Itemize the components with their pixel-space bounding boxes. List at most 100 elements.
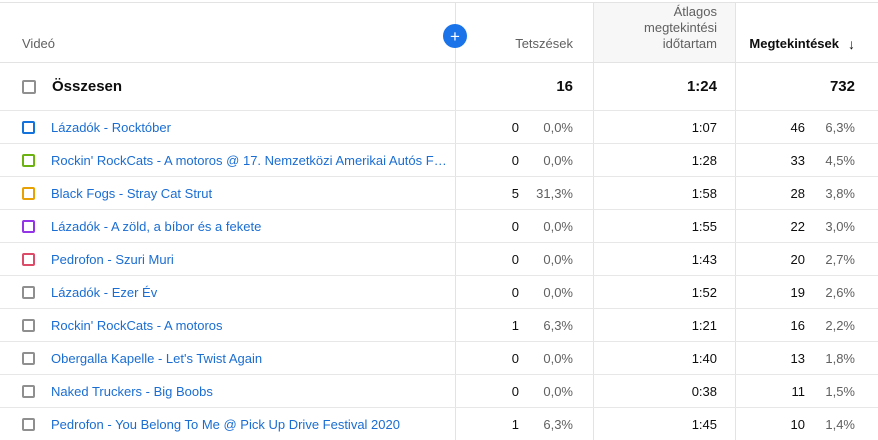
avg-duration-value: 1:58: [691, 185, 717, 201]
add-metric-button[interactable]: +: [443, 24, 467, 48]
avg-duration-cell: 1:40: [593, 342, 735, 374]
views-value: 19: [790, 284, 805, 300]
table-row: Rockin' RockCats - A motoros @ 17. Nemze…: [0, 144, 878, 177]
summary-label: Összesen: [52, 78, 123, 95]
row-checkbox[interactable]: [22, 318, 35, 332]
row-checkbox[interactable]: [22, 252, 35, 266]
video-title-link[interactable]: Naked Truckers - Big Boobs: [51, 383, 213, 399]
likes-value: 0: [511, 152, 519, 168]
row-checkbox[interactable]: [22, 351, 35, 365]
video-cell: Black Fogs - Stray Cat Strut: [0, 177, 455, 209]
video-column-header[interactable]: Videó: [22, 36, 56, 51]
likes-value: 0: [511, 284, 519, 300]
likes-cell: 0 0,0%: [455, 276, 593, 308]
views-value: 22: [790, 218, 805, 234]
likes-percent: 6,3%: [543, 317, 573, 333]
views-cell: 46 6,3%: [735, 111, 878, 143]
views-percent: 3,0%: [825, 218, 855, 234]
likes-cell: 0 0,0%: [455, 210, 593, 242]
table-row: Rockin' RockCats - A motoros 1 6,3% 1:21…: [0, 309, 878, 342]
views-cell: 33 4,5%: [735, 144, 878, 176]
video-column-header-cell: Videó: [0, 3, 455, 62]
likes-percent: 0,0%: [543, 383, 573, 399]
avg-duration-value: 1:55: [691, 218, 717, 234]
avg-duration-column-header[interactable]: Átlagos megtekintési időtartam: [644, 4, 717, 51]
likes-cell: 1 6,3%: [455, 408, 593, 440]
table-body: Lázadók - Rocktóber 0 0,0% 1:07 46 6,3% …: [0, 111, 878, 440]
views-cell: 22 3,0%: [735, 210, 878, 242]
likes-percent: 0,0%: [543, 251, 573, 267]
sort-descending-icon[interactable]: ↓: [848, 36, 855, 52]
select-all-checkbox[interactable]: [22, 79, 36, 94]
views-value: 16: [790, 317, 805, 333]
views-cell: 11 1,5%: [735, 375, 878, 407]
table-row: Obergalla Kapelle - Let's Twist Again 0 …: [0, 342, 878, 375]
video-cell: Pedrofon - You Belong To Me @ Pick Up Dr…: [0, 408, 455, 440]
views-percent: 1,5%: [825, 383, 855, 399]
avg-duration-cell: 1:28: [593, 144, 735, 176]
views-value: 20: [790, 251, 805, 267]
likes-value: 0: [511, 218, 519, 234]
views-cell: 16 2,2%: [735, 309, 878, 341]
table-row: Pedrofon - You Belong To Me @ Pick Up Dr…: [0, 408, 878, 440]
likes-column-header-cell: Tetszések: [455, 3, 593, 62]
views-column-header[interactable]: Megtekintések: [749, 36, 839, 51]
likes-percent: 0,0%: [543, 152, 573, 168]
avg-duration-value: 1:40: [691, 350, 717, 366]
views-value: 11: [791, 383, 806, 399]
row-checkbox[interactable]: [22, 219, 35, 233]
avg-duration-column-header-cell: Átlagos megtekintési időtartam: [593, 3, 735, 62]
avg-duration-cell: 1:21: [593, 309, 735, 341]
views-value: 33: [790, 152, 805, 168]
views-percent: 2,6%: [825, 284, 855, 300]
row-checkbox[interactable]: [22, 417, 35, 431]
table-row: Black Fogs - Stray Cat Strut 5 31,3% 1:5…: [0, 177, 878, 210]
avg-duration-cell: 0:38: [593, 375, 735, 407]
avg-duration-value: 1:43: [691, 251, 717, 267]
video-cell: Rockin' RockCats - A motoros: [0, 309, 455, 341]
plus-icon: +: [450, 26, 460, 46]
summary-video-cell: Összesen: [0, 63, 455, 110]
views-percent: 3,8%: [825, 185, 855, 201]
views-value: 10: [790, 416, 805, 432]
table-row: Lázadók - Ezer Év 0 0,0% 1:52 19 2,6%: [0, 276, 878, 309]
views-cell: 13 1,8%: [735, 342, 878, 374]
video-cell: Obergalla Kapelle - Let's Twist Again: [0, 342, 455, 374]
video-title-link[interactable]: Lázadók - Rocktóber: [51, 119, 171, 135]
likes-value: 0: [511, 350, 519, 366]
video-title-link[interactable]: Obergalla Kapelle - Let's Twist Again: [51, 350, 263, 366]
views-value: 46: [790, 119, 805, 135]
table-row: Pedrofon - Szuri Muri 0 0,0% 1:43 20 2,7…: [0, 243, 878, 276]
views-cell: 19 2,6%: [735, 276, 878, 308]
video-title-link[interactable]: Pedrofon - You Belong To Me @ Pick Up Dr…: [51, 416, 400, 432]
views-percent: 6,3%: [825, 119, 855, 135]
summary-row: Összesen 16 1:24 732: [0, 63, 878, 111]
views-value: 13: [790, 350, 805, 366]
likes-cell: 0 0,0%: [455, 342, 593, 374]
likes-value: 0: [511, 383, 519, 399]
avg-duration-value: 1:45: [691, 416, 717, 432]
row-checkbox[interactable]: [22, 384, 35, 398]
views-column-header-cell: Megtekintések ↓: [735, 3, 878, 62]
video-title-link[interactable]: Black Fogs - Stray Cat Strut: [51, 185, 213, 201]
views-percent: 2,7%: [825, 251, 855, 267]
views-cell: 28 3,8%: [735, 177, 878, 209]
avg-duration-cell: 1:43: [593, 243, 735, 275]
summary-avg-duration-cell: 1:24: [593, 63, 735, 110]
video-cell: Naked Truckers - Big Boobs: [0, 375, 455, 407]
row-checkbox[interactable]: [22, 186, 35, 200]
video-title-link[interactable]: Pedrofon - Szuri Muri: [51, 251, 174, 267]
video-title-link[interactable]: Lázadók - Ezer Év: [51, 284, 158, 300]
likes-value: 1: [511, 416, 519, 432]
likes-cell: 5 31,3%: [455, 177, 593, 209]
likes-column-header[interactable]: Tetszések: [515, 36, 573, 51]
video-title-link[interactable]: Rockin' RockCats - A motoros @ 17. Nemze…: [51, 152, 452, 168]
row-checkbox[interactable]: [22, 120, 35, 134]
row-checkbox[interactable]: [22, 153, 35, 167]
row-checkbox[interactable]: [22, 285, 35, 299]
likes-cell: 0 0,0%: [455, 111, 593, 143]
video-title-link[interactable]: Lázadók - A zöld, a bíbor és a fekete: [51, 218, 262, 234]
video-title-link[interactable]: Rockin' RockCats - A motoros: [51, 317, 223, 333]
likes-percent: 0,0%: [543, 218, 573, 234]
